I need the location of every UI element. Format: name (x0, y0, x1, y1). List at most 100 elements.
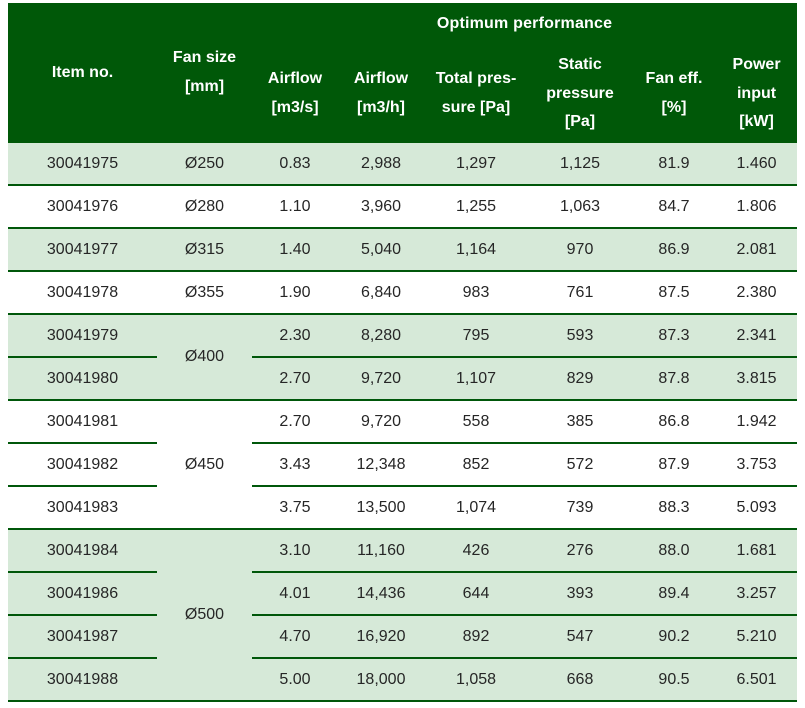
static-pressure-cell: 385 (528, 400, 632, 444)
performance-table: Item no. Fan size [mm] Optimum performan… (8, 3, 798, 702)
airflow-m3h-cell: 6,840 (338, 271, 424, 315)
item-no-cell: 30041975 (8, 143, 157, 186)
airflow-m3h-cell: 12,348 (338, 443, 424, 487)
power-input-cell: 2.341 (716, 314, 798, 358)
table-row: 30041984 Ø500 3.10 11,160 426 276 88.0 1.681 (8, 529, 798, 702)
total-pressure-cell: 795 (424, 314, 528, 358)
airflow-m3s-cell: 3.10 (252, 529, 338, 573)
fan-size-cell: Ø400 (157, 314, 252, 401)
static-pressure-cell: 668 (528, 658, 632, 702)
total-pressure-cell: 1,107 (424, 357, 528, 401)
item-no-cell: 30041983 (8, 486, 157, 530)
table-row: 30041976 Ø280 1.10 3,960 1,255 1,063 84.7 1.806 (8, 185, 798, 229)
power-input-cell: 2.380 (716, 271, 798, 315)
airflow-m3s-cell: 3.75 (252, 486, 338, 530)
power-input-cell: 3.815 (716, 357, 798, 401)
fan-eff-cell: 90.5 (632, 658, 716, 702)
power-input-cell: 5.210 (716, 615, 798, 659)
total-pressure-cell: 1,164 (424, 228, 528, 272)
static-pressure-cell: 393 (528, 572, 632, 616)
airflow-m3h-cell: 3,960 (338, 185, 424, 229)
fan-eff-cell: 81.9 (632, 143, 716, 186)
table-body: 30041975 Ø250 0.83 2,988 1,297 1,125 81.9 1.460… (8, 143, 798, 702)
table-row: 30041983 3.75 13,500 1,074 739 88.3 5.093 (8, 486, 798, 530)
col-header-fan-eff: Fan eff. [%] (632, 45, 716, 143)
col-header-airflow-m3s: Airflow [m3/s] (252, 45, 338, 143)
airflow-m3s-cell: 4.70 (252, 615, 338, 659)
fan-eff-cell: 84.7 (632, 185, 716, 229)
airflow-m3h-cell: 9,720 (338, 357, 424, 401)
airflow-m3s-cell: 5.00 (252, 658, 338, 702)
airflow-m3h-cell: 13,500 (338, 486, 424, 530)
table-row: 30041979 Ø400 2.30 8,280 795 593 87.3 2.341 (8, 314, 798, 401)
item-no-cell: 30041988 (8, 658, 157, 702)
power-input-cell: 6.501 (716, 658, 798, 702)
item-no-cell: 30041986 (8, 572, 157, 616)
power-input-cell: 2.081 (716, 228, 798, 272)
item-no-cell: 30041979 (8, 314, 157, 358)
table-row: 30041986 4.01 14,436 644 393 89.4 3.257 (8, 572, 798, 616)
total-pressure-cell: 1,074 (424, 486, 528, 530)
airflow-m3s-cell: 2.70 (252, 357, 338, 401)
fan-eff-cell: 87.5 (632, 271, 716, 315)
item-no-cell: 30041981 (8, 400, 157, 444)
total-pressure-cell: 426 (424, 529, 528, 573)
col-header-total-pressure: Total pres- sure [Pa] (424, 45, 528, 143)
table-row: 30041987 4.70 16,920 892 547 90.2 5.210 (8, 615, 798, 659)
fan-eff-cell: 88.0 (632, 529, 716, 573)
total-pressure-cell: 852 (424, 443, 528, 487)
airflow-m3s-cell: 1.10 (252, 185, 338, 229)
static-pressure-cell: 761 (528, 271, 632, 315)
table-group-title: Optimum performance (252, 3, 798, 45)
power-input-cell: 1.806 (716, 185, 798, 229)
col-header-airflow-m3h: Airflow [m3/h] (338, 45, 424, 143)
power-input-cell: 1.942 (716, 400, 798, 444)
static-pressure-cell: 829 (528, 357, 632, 401)
fan-eff-cell: 86.9 (632, 228, 716, 272)
static-pressure-cell: 1,125 (528, 143, 632, 186)
airflow-m3s-cell: 0.83 (252, 143, 338, 186)
fan-size-cell: Ø280 (157, 185, 252, 229)
fan-size-cell: Ø500 (157, 529, 252, 702)
static-pressure-cell: 1,063 (528, 185, 632, 229)
item-no-cell: 30041978 (8, 271, 157, 315)
fan-eff-cell: 87.3 (632, 314, 716, 358)
item-no-cell: 30041982 (8, 443, 157, 487)
item-no-cell: 30041976 (8, 185, 157, 229)
static-pressure-cell: 276 (528, 529, 632, 573)
static-pressure-cell: 739 (528, 486, 632, 530)
header-title-row: Item no. Fan size [mm] Optimum performan… (8, 3, 798, 143)
power-input-cell: 1.460 (716, 143, 798, 186)
airflow-m3s-cell: 2.70 (252, 400, 338, 444)
total-pressure-cell: 892 (424, 615, 528, 659)
airflow-m3s-cell: 3.43 (252, 443, 338, 487)
fan-eff-cell: 89.4 (632, 572, 716, 616)
static-pressure-cell: 593 (528, 314, 632, 358)
table-row: 30041975 Ø250 0.83 2,988 1,297 1,125 81.9 1.460 (8, 143, 798, 186)
total-pressure-cell: 558 (424, 400, 528, 444)
table-row: 30041982 3.43 12,348 852 572 87.9 3.753 (8, 443, 798, 487)
airflow-m3h-cell: 2,988 (338, 143, 424, 186)
table-row: 30041977 Ø315 1.40 5,040 1,164 970 86.9 2.081 (8, 228, 798, 272)
table-row: 30041980 2.70 9,720 1,107 829 87.8 3.815 (8, 357, 798, 401)
static-pressure-cell: 572 (528, 443, 632, 487)
total-pressure-cell: 1,058 (424, 658, 528, 702)
fan-eff-cell: 90.2 (632, 615, 716, 659)
airflow-m3h-cell: 8,280 (338, 314, 424, 358)
table-row: 30041988 5.00 18,000 1,058 668 90.5 6.501 (8, 658, 798, 702)
airflow-m3s-cell: 1.40 (252, 228, 338, 272)
fan-eff-cell: 86.8 (632, 400, 716, 444)
airflow-m3h-cell: 11,160 (338, 529, 424, 573)
fan-size-cell: Ø315 (157, 228, 252, 272)
fan-eff-cell: 87.9 (632, 443, 716, 487)
item-no-cell: 30041987 (8, 615, 157, 659)
header-columns-row: Airflow [m3/s] Airflow [m3/h] Total pres… (8, 45, 798, 143)
col-header-fan-size: Fan size [mm] (157, 3, 252, 143)
total-pressure-cell: 1,255 (424, 185, 528, 229)
power-input-cell: 5.093 (716, 486, 798, 530)
airflow-m3s-cell: 4.01 (252, 572, 338, 616)
table-row: 30041981 Ø450 2.70 9,720 558 385 86.8 1.942 (8, 400, 798, 530)
fan-eff-cell: 88.3 (632, 486, 716, 530)
item-no-cell: 30041980 (8, 357, 157, 401)
col-header-power-input: Power input [kW] (716, 45, 798, 143)
